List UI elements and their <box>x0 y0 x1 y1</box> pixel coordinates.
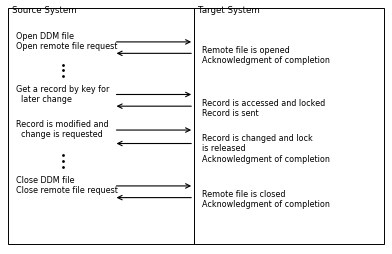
Text: Source System: Source System <box>12 6 76 15</box>
Text: Target System: Target System <box>198 6 260 15</box>
Text: Record is modified and
  change is requested: Record is modified and change is request… <box>16 120 108 139</box>
Bar <box>8 8 194 244</box>
Text: Remote file is closed
Acknowledgment of completion: Remote file is closed Acknowledgment of … <box>202 190 330 209</box>
Text: Remote file is opened
Acknowledgment of completion: Remote file is opened Acknowledgment of … <box>202 46 330 65</box>
Text: Open DDM file
Open remote file request: Open DDM file Open remote file request <box>16 32 117 51</box>
Text: Record is accessed and locked
Record is sent: Record is accessed and locked Record is … <box>202 99 325 118</box>
Text: Close DDM file
Close remote file request: Close DDM file Close remote file request <box>16 176 118 195</box>
Text: Get a record by key for
  later change: Get a record by key for later change <box>16 85 109 104</box>
Text: Record is changed and lock
is released
Acknowledgment of completion: Record is changed and lock is released A… <box>202 134 330 164</box>
Bar <box>194 8 384 244</box>
